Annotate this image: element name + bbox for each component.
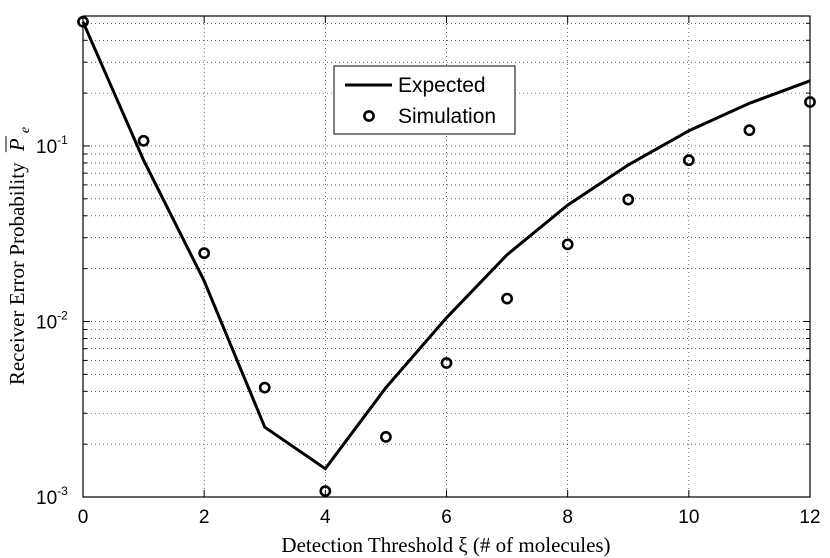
y-tick-label: 10-1 <box>36 133 68 158</box>
axis-ticks: 0 2 4 6 8 10 12 10-3 10-2 10-1 <box>36 16 821 528</box>
legend-label-simulation: Simulation <box>398 105 496 128</box>
y-axis-label: Receiver Error Probability P e <box>5 127 33 385</box>
x-axis-label: Detection Threshold ξ (# of molecules) <box>281 533 610 557</box>
simulation-point <box>682 154 695 167</box>
y-axis-label-subscript: e <box>18 127 33 133</box>
simulation-point <box>380 430 392 443</box>
simulation-point <box>804 96 816 108</box>
series-layer <box>77 15 816 498</box>
x-tick-label: 12 <box>799 507 820 528</box>
x-tick-label: 4 <box>320 507 331 528</box>
x-tick-label: 10 <box>678 507 699 528</box>
y-axis-label-symbol: P <box>5 138 29 152</box>
y-axis-label-text: Receiver Error Probability <box>5 162 29 385</box>
simulation-point <box>198 247 211 260</box>
x-tick-label: 6 <box>441 507 452 528</box>
simulation-point <box>622 193 635 206</box>
y-tick-label: 10-2 <box>36 308 68 333</box>
series-line-expected <box>81 21 811 471</box>
legend-box <box>333 65 516 135</box>
legend-label-expected: Expected <box>398 74 486 97</box>
simulation-point <box>319 485 332 498</box>
simulation-point <box>501 292 513 305</box>
legend: Expected Simulation <box>333 65 516 135</box>
legend-marker-swatch <box>363 110 375 122</box>
simulation-point <box>561 238 574 251</box>
svg-text:Receiver Error Probability: Receiver Error Probability P e <box>5 127 33 385</box>
x-tick-label: 0 <box>78 507 89 528</box>
simulation-point <box>440 357 453 369</box>
simulation-point <box>77 15 89 28</box>
x-tick-label: 8 <box>562 507 573 528</box>
simulation-point <box>258 381 271 394</box>
simulation-point <box>137 134 150 147</box>
x-tick-label: 2 <box>199 507 210 528</box>
y-tick-label: 10-3 <box>36 484 68 509</box>
simulation-point <box>743 124 756 137</box>
